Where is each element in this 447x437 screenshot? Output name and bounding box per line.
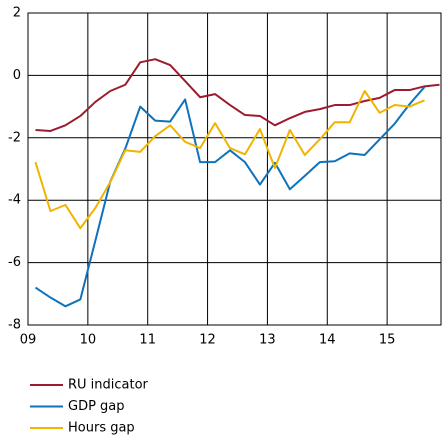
x-tick-label: 15 [379, 333, 396, 348]
y-tick-label: -8 [8, 318, 21, 333]
legend-label: Hours gap [68, 421, 135, 436]
legend-label: GDP gap [68, 399, 125, 414]
series-line [34, 86, 426, 308]
y-tick-label: -6 [8, 255, 21, 270]
y-tick-label: 0 [13, 68, 21, 83]
y-tick-label: 2 [13, 6, 21, 21]
plot-area: -8 -6 -4 -2 0 2 09 10 11 12 13 14 15 [8, 6, 442, 348]
legend-label: RU indicator [68, 378, 149, 393]
x-tick-label: 09 [20, 333, 37, 348]
x-tick-label: 12 [199, 333, 216, 348]
plot-border [27, 12, 442, 326]
series-line [34, 90, 425, 230]
legend: RU indicator GDP gap Hours gap [30, 378, 149, 436]
y-tick-label: -4 [8, 193, 21, 208]
x-tick-label: 14 [319, 333, 336, 348]
series-line [35, 58, 440, 132]
x-tick-label: 11 [139, 333, 156, 348]
y-tick-label: -2 [8, 130, 21, 145]
x-tick-label: 10 [80, 333, 97, 348]
x-tick-label: 13 [259, 333, 276, 348]
